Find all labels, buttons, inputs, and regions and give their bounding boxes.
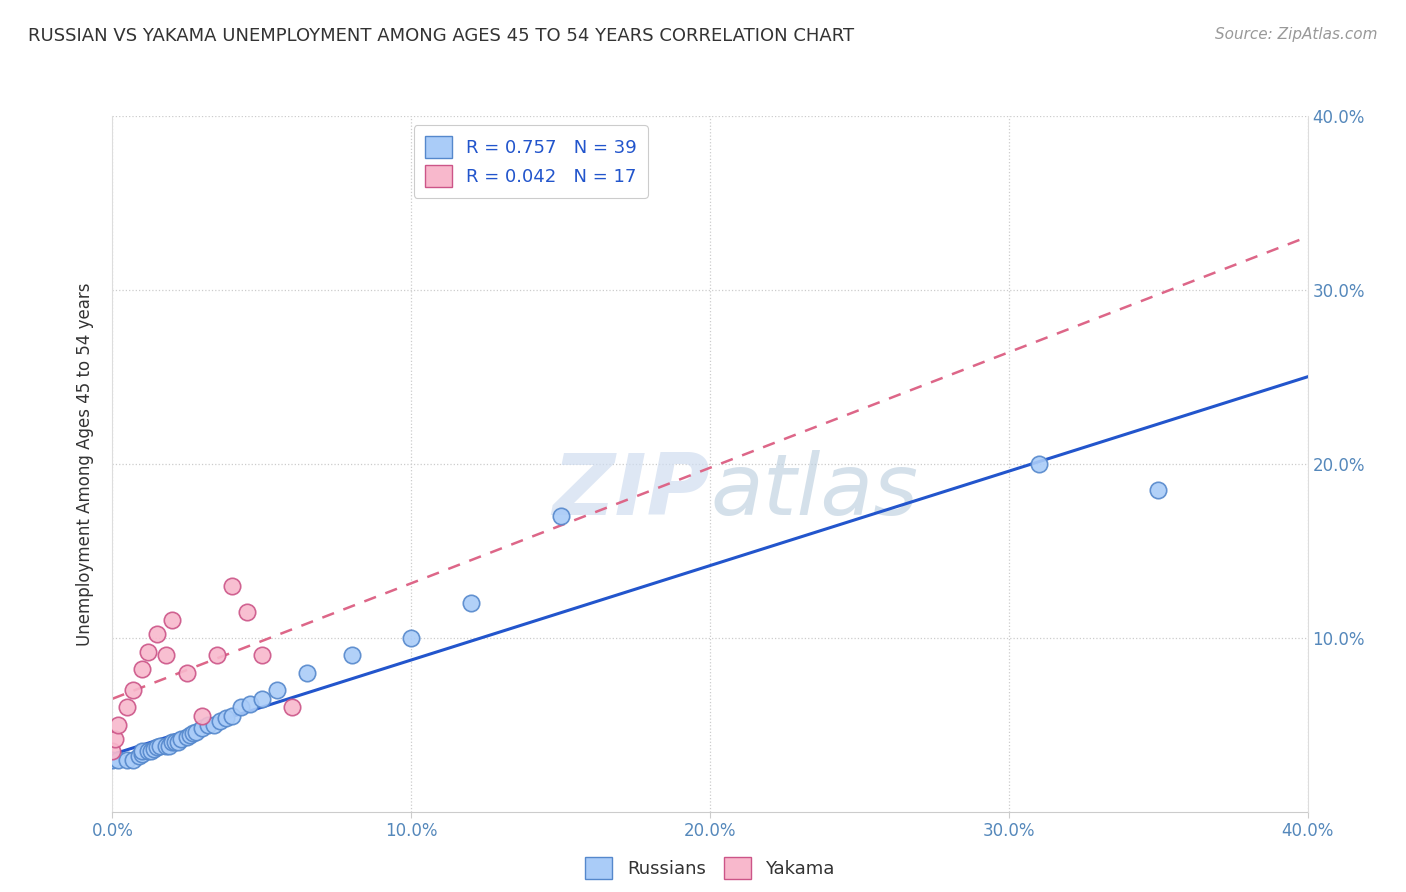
Point (167, 735, 190, 749)
Point (186, 724, 208, 739)
Point (401, 631, 423, 645)
Point (191, 709, 214, 723)
Point (146, 740, 169, 755)
Point (221, 709, 243, 723)
Point (138, 645, 160, 659)
Point (101, 753, 124, 767)
Point (155, 739, 177, 753)
Point (181, 726, 204, 740)
Point (131, 662, 153, 676)
Point (131, 744, 153, 758)
Legend: Russians, Yakama: Russians, Yakama (578, 850, 842, 886)
Point (250, 691, 273, 706)
Point (104, 731, 127, 746)
Point (239, 697, 262, 711)
Point (107, 753, 129, 767)
Point (179, 728, 201, 742)
Point (215, 711, 238, 725)
Y-axis label: Unemployment Among Ages 45 to 54 years: Unemployment Among Ages 45 to 54 years (76, 282, 94, 646)
Point (162, 614, 183, 628)
Point (143, 742, 166, 756)
Point (149, 739, 172, 753)
Point (117, 700, 139, 714)
Point (205, 648, 228, 662)
Point (295, 665, 318, 680)
Point (141, 744, 163, 758)
Point (236, 605, 259, 619)
Text: Source: ZipAtlas.com: Source: ZipAtlas.com (1215, 27, 1378, 42)
Text: ZIP: ZIP (553, 450, 710, 533)
Point (176, 730, 198, 744)
Point (117, 753, 139, 767)
Point (229, 700, 252, 714)
Text: atlas: atlas (710, 450, 918, 533)
Point (250, 648, 273, 662)
Point (162, 735, 183, 749)
Point (170, 731, 193, 746)
Point (208, 714, 231, 729)
Point (157, 739, 180, 753)
Point (281, 700, 304, 714)
Point (221, 578, 243, 592)
Point (165, 735, 187, 749)
Point (122, 753, 145, 767)
Point (191, 721, 214, 735)
Point (122, 683, 145, 698)
Point (266, 683, 288, 698)
Point (1147, 483, 1170, 497)
Point (460, 596, 482, 610)
Point (138, 744, 160, 758)
Point (155, 648, 177, 662)
Point (128, 749, 150, 764)
Point (101, 744, 124, 758)
Point (197, 717, 219, 731)
Point (1028, 457, 1050, 471)
Point (131, 747, 153, 762)
Point (550, 508, 572, 523)
Point (176, 665, 198, 680)
Point (340, 648, 363, 662)
Point (146, 627, 169, 641)
Point (107, 717, 129, 731)
Text: RUSSIAN VS YAKAMA UNEMPLOYMENT AMONG AGES 45 TO 54 YEARS CORRELATION CHART: RUSSIAN VS YAKAMA UNEMPLOYMENT AMONG AGE… (28, 27, 855, 45)
Point (202, 717, 225, 731)
